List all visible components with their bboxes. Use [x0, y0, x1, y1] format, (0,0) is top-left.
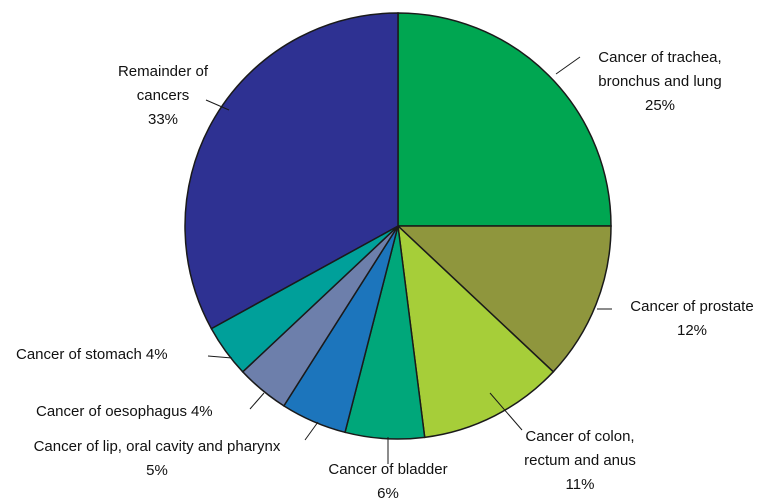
- value-label: 33%: [147, 111, 179, 128]
- slice-label: Cancer of oesophagus 4%: [36, 400, 266, 424]
- value-label: 5%: [146, 462, 168, 479]
- slice-label: Cancer of stomach 4%: [16, 343, 226, 367]
- category-label: Cancer of stomach: [16, 346, 142, 363]
- slice-label: Cancer of lip, oral cavity and pharynx 5%: [4, 435, 310, 483]
- leader-line: [555, 56, 581, 75]
- pie-slice: [396, 224, 555, 439]
- category-label: Cancer of bladder: [328, 461, 448, 478]
- pie-slice: [397, 12, 612, 227]
- value-label: 4%: [145, 346, 168, 363]
- category-label: Cancer of colon, rectum and anus: [524, 428, 636, 469]
- slice-label: Cancer of colon, rectum and anus 11%: [506, 425, 654, 497]
- leader-line: [207, 355, 233, 359]
- slice-label: Cancer of bladder 6%: [316, 458, 460, 500]
- leader-line: [205, 99, 230, 111]
- category-label: Cancer of prostate: [630, 298, 754, 315]
- leader-line: [489, 392, 523, 431]
- value-label: 6%: [377, 485, 399, 500]
- slice-label: Cancer of trachea, bronchus and lung 25%: [572, 46, 748, 118]
- pie-slice: [184, 12, 399, 330]
- leader-line: [249, 392, 265, 410]
- slice-label: Cancer of prostate 12%: [612, 295, 771, 343]
- category-label: Cancer of trachea, bronchus and lung: [598, 49, 722, 90]
- leader-line: [304, 421, 319, 441]
- value-label: 25%: [644, 97, 676, 114]
- category-label: Remainder of cancers: [117, 63, 209, 104]
- slice-label: Remainder of cancers 33%: [100, 60, 226, 132]
- category-label: Cancer of lip, oral cavity and pharynx: [33, 438, 281, 455]
- value-label: 11%: [565, 476, 595, 493]
- value-label: 4%: [190, 403, 213, 420]
- category-label: Cancer of oesophagus: [36, 403, 187, 420]
- pie-slice: [396, 225, 612, 373]
- value-label: 12%: [676, 322, 708, 339]
